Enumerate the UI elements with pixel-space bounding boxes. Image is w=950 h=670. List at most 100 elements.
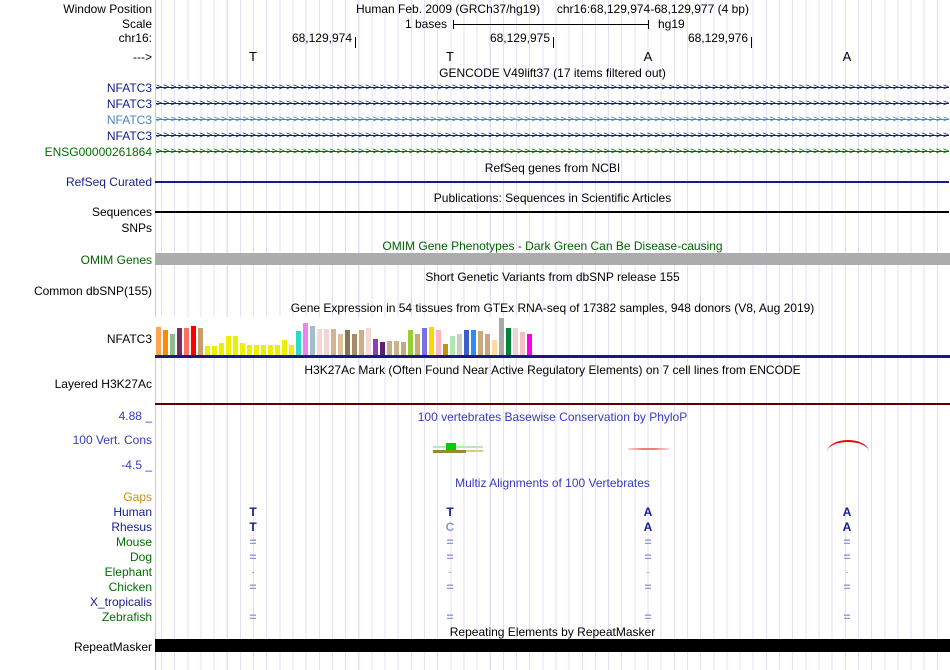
- gene-item[interactable]: >>>>>>>>>>>>>>>>>>>>>>>>>>>>>>>>>>>>>>>>…: [156, 129, 949, 142]
- gene-label[interactable]: NFATC3: [106, 97, 152, 111]
- gtex-tissue-bar[interactable]: [268, 345, 273, 356]
- refseq-curated-item[interactable]: [155, 181, 949, 183]
- omim-genes-item-bar[interactable]: [155, 253, 950, 265]
- gtex-tissue-bar[interactable]: [513, 328, 518, 356]
- gtex-tissue-bar[interactable]: [317, 329, 322, 356]
- gtex-tissue-bar[interactable]: [233, 336, 238, 356]
- gtex-tissue-bar[interactable]: [387, 341, 392, 356]
- conservation-mark: [446, 443, 456, 450]
- gtex-tissue-bar[interactable]: [366, 328, 371, 356]
- gene-label[interactable]: NFATC3: [106, 129, 152, 143]
- gtex-tissue-bar[interactable]: [331, 329, 336, 356]
- multiz-gaps-label[interactable]: Gaps: [123, 490, 152, 504]
- gene-item[interactable]: >>>>>>>>>>>>>>>>>>>>>>>>>>>>>>>>>>>>>>>>…: [156, 113, 949, 126]
- gtex-tissue-bar[interactable]: [240, 343, 245, 356]
- gtex-tissue-bar[interactable]: [156, 327, 161, 356]
- gtex-tissue-bar[interactable]: [345, 330, 350, 356]
- sequences-item[interactable]: [155, 211, 949, 213]
- gtex-barchart[interactable]: [155, 317, 537, 356]
- multiz-species-label[interactable]: Dog: [129, 550, 152, 564]
- gtex-baseline: [155, 355, 950, 358]
- gtex-tissue-bar[interactable]: [520, 332, 525, 356]
- gtex-tissue-bar[interactable]: [464, 330, 469, 356]
- gtex-tissue-bar[interactable]: [261, 345, 266, 356]
- gtex-tissue-bar[interactable]: [170, 334, 175, 356]
- gene-item[interactable]: >>>>>>>>>>>>>>>>>>>>>>>>>>>>>>>>>>>>>>>>…: [156, 81, 949, 94]
- gtex-tissue-bar[interactable]: [275, 345, 280, 356]
- gtex-tissue-bar[interactable]: [212, 346, 217, 356]
- gtex-tissue-bar[interactable]: [296, 331, 301, 356]
- multiz-alignment-symbol: -: [251, 567, 255, 577]
- gtex-tissue-bar[interactable]: [478, 331, 483, 356]
- gtex-tissue-bar[interactable]: [282, 340, 287, 356]
- multiz-alignment-symbol: =: [249, 550, 257, 564]
- gtex-tissue-bar[interactable]: [506, 328, 511, 356]
- gtex-tissue-bar[interactable]: [380, 342, 385, 356]
- multiz-species-label[interactable]: Rhesus: [111, 520, 152, 534]
- repeatmasker-item-bar[interactable]: [155, 639, 950, 652]
- gtex-tissue-bar[interactable]: [205, 346, 210, 356]
- gtex-tissue-bar[interactable]: [499, 318, 504, 356]
- gtex-tissue-bar[interactable]: [198, 328, 203, 356]
- multiz-species-label[interactable]: Mouse: [115, 535, 152, 549]
- gene-item[interactable]: >>>>>>>>>>>>>>>>>>>>>>>>>>>>>>>>>>>>>>>>…: [156, 97, 949, 110]
- gtex-tissue-bar[interactable]: [359, 330, 364, 356]
- repeatmasker-label[interactable]: RepeatMasker: [73, 640, 152, 654]
- gtex-tissue-bar[interactable]: [527, 334, 532, 356]
- gtex-tissue-bar[interactable]: [443, 344, 448, 356]
- gtex-tissue-bar[interactable]: [401, 342, 406, 356]
- omim-genes-label[interactable]: OMIM Genes: [80, 253, 152, 267]
- gtex-tissue-bar[interactable]: [373, 339, 378, 356]
- gtex-tissue-bar[interactable]: [184, 328, 189, 356]
- gtex-tissue-bar[interactable]: [191, 326, 196, 356]
- multiz-alignment-symbol: =: [249, 610, 257, 624]
- gtex-gene-label[interactable]: NFATC3: [106, 332, 152, 346]
- gtex-tissue-bar[interactable]: [219, 343, 224, 356]
- gtex-tissue-bar[interactable]: [289, 345, 294, 356]
- gtex-tissue-bar[interactable]: [338, 334, 343, 356]
- gene-item[interactable]: >>>>>>>>>>>>>>>>>>>>>>>>>>>>>>>>>>>>>>>>…: [156, 145, 949, 158]
- refseq-curated-label[interactable]: RefSeq Curated: [65, 175, 152, 189]
- gtex-tissue-bar[interactable]: [303, 323, 308, 356]
- gtex-tissue-bar[interactable]: [408, 330, 413, 356]
- h3k27ac-track-boundary: [155, 403, 950, 405]
- gtex-tissue-bar[interactable]: [394, 341, 399, 356]
- multiz-alignment-symbol: =: [644, 550, 652, 564]
- chrom-label: chr16:: [118, 31, 152, 45]
- gtex-tissue-bar[interactable]: [436, 330, 441, 356]
- assembly-title: Human Feb. 2009 (GRCh37/hg19): [356, 2, 541, 16]
- multiz-species-label[interactable]: Chicken: [108, 580, 152, 594]
- gene-label[interactable]: NFATC3: [106, 113, 152, 127]
- gtex-tissue-bar[interactable]: [422, 328, 427, 356]
- multiz-species-label[interactable]: Zebrafish: [101, 610, 152, 624]
- gtex-tissue-bar[interactable]: [247, 345, 252, 356]
- gtex-tissue-bar[interactable]: [163, 330, 168, 356]
- snps-label[interactable]: SNPs: [121, 221, 152, 235]
- gene-label[interactable]: NFATC3: [106, 81, 152, 95]
- gtex-tissue-bar[interactable]: [450, 336, 455, 356]
- gene-label[interactable]: ENSG00000261864: [44, 145, 152, 159]
- multiz-species-label[interactable]: X_tropicalis: [89, 595, 152, 609]
- gtex-tissue-bar[interactable]: [177, 328, 182, 356]
- base-letter: A: [643, 49, 653, 64]
- gtex-tissue-bar[interactable]: [471, 330, 476, 356]
- gtex-tissue-bar[interactable]: [485, 334, 490, 356]
- multiz-species-label[interactable]: Elephant: [104, 565, 152, 579]
- gtex-tissue-bar[interactable]: [226, 336, 231, 356]
- common-dbsnp-label[interactable]: Common dbSNP(155): [33, 284, 152, 298]
- omim-track-title: OMIM Gene Phenotypes - Dark Green Can Be…: [382, 239, 723, 253]
- gtex-tissue-bar[interactable]: [457, 334, 462, 356]
- sequences-label[interactable]: Sequences: [91, 205, 152, 219]
- gtex-tissue-bar[interactable]: [254, 345, 259, 356]
- multiz-species-label[interactable]: Human: [113, 505, 152, 519]
- gtex-tissue-bar[interactable]: [429, 327, 434, 356]
- gtex-tissue-bar[interactable]: [492, 340, 497, 356]
- refseq-track-title: RefSeq genes from NCBI: [484, 161, 621, 175]
- gtex-tissue-bar[interactable]: [310, 326, 315, 356]
- conservation-label[interactable]: 100 Vert. Cons: [72, 433, 152, 447]
- gtex-tissue-bar[interactable]: [324, 329, 329, 356]
- layered-h3k27ac-label[interactable]: Layered H3K27Ac: [54, 377, 152, 391]
- gtex-tissue-bar[interactable]: [352, 334, 357, 356]
- multiz-alignment-symbol: -: [448, 567, 452, 577]
- gtex-tissue-bar[interactable]: [415, 334, 420, 356]
